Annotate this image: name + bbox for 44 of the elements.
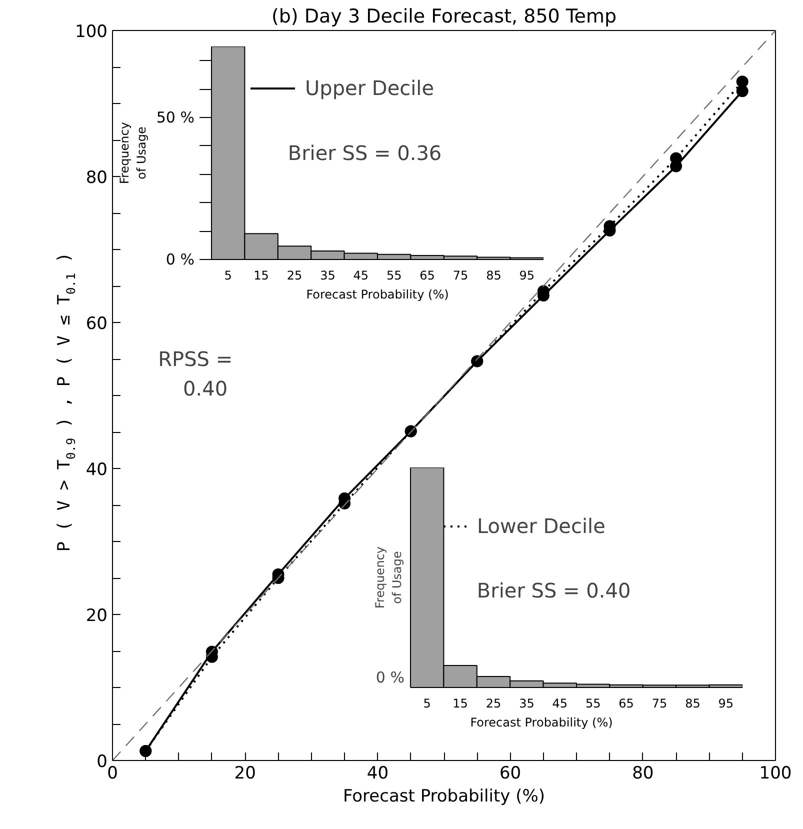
x-tick-label: 65 [618,696,634,710]
legend-label: Upper Decile [305,76,434,100]
annotation: 0 % [376,668,405,686]
y-tick-label: 100 [75,22,108,42]
x-axis-title: Forecast Probability (%) [342,786,546,806]
x-tick-label: 75 [452,268,468,282]
y-axis-title: P ( V > T0.9 ) , P ( V ≤ T0.1 ) [54,252,78,552]
legend-label: Lower Decile [477,514,606,538]
y-tick-label: 80 [86,168,108,188]
x-tick-label: 15 [452,696,468,710]
x-tick-label: 40 [366,764,389,784]
x-tick-label: 60 [499,764,522,784]
x-tick-label: 100 [759,764,792,784]
y-tick-label: 40 [86,460,108,480]
x-tick-label: 95 [519,268,535,282]
y-axis-title: Frequency of Usage [373,546,404,608]
x-tick-label: 55 [585,696,601,710]
x-tick-label: 5 [423,696,431,710]
x-axis-title: Forecast Probability (%) [306,288,449,302]
x-tick-label: 5 [224,268,232,282]
x-tick-label: 35 [320,268,336,282]
x-tick-label: 15 [254,268,269,282]
x-tick-label: 55 [386,268,402,282]
annotation: Brier SS = 0.36 [288,141,442,165]
x-tick-label: 20 [234,764,256,784]
x-tick-label: 75 [652,696,668,710]
x-tick-label: 65 [420,268,435,282]
annotation: RPSS = 0.40 [158,347,233,401]
x-tick-label: 95 [718,696,734,710]
y-tick-label: 60 [86,314,108,334]
x-tick-label: 45 [353,268,369,282]
y-tick-label: 50 % [156,108,194,126]
y-axis-title: Frequency of Usage [118,122,148,184]
x-tick-label: 80 [632,764,654,784]
x-tick-label: 45 [552,696,568,710]
x-tick-label: 85 [685,696,700,710]
x-axis-title: Forecast Probability (%) [470,716,613,730]
x-tick-label: 25 [286,268,302,282]
x-tick-label: 25 [486,696,502,710]
annotation: Brier SS = 0.40 [476,578,631,603]
x-tick-label: 85 [486,268,502,282]
x-tick-label: 35 [519,696,534,710]
chart-title: (b) Day 3 Decile Forecast, 850 Temp [271,6,617,28]
y-tick-label: 20 [86,606,108,626]
